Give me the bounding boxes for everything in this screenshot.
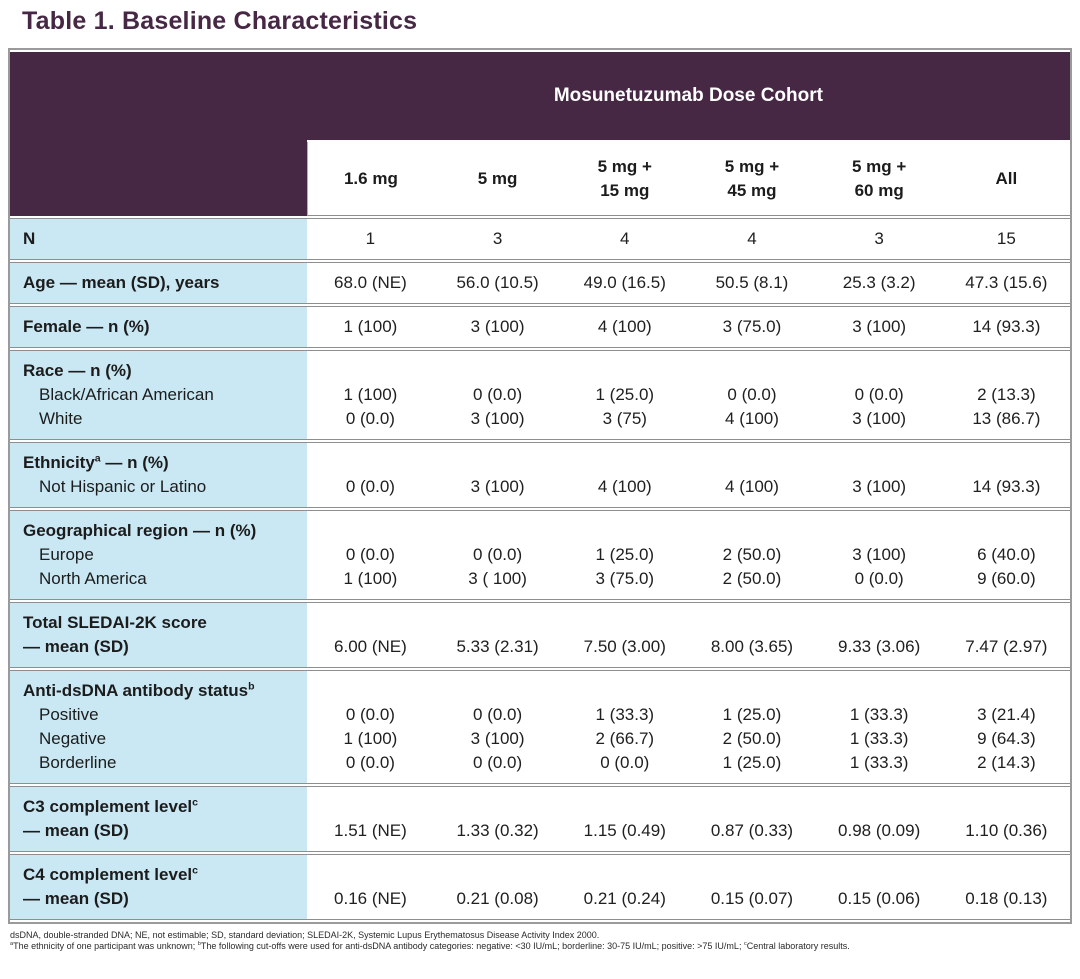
value-cell: 0 (0.0) 3 ( 100) xyxy=(434,510,562,600)
table-row: C3 complement levelc — mean (SD) 1.51 (NE)… xyxy=(10,786,1070,852)
footnotes: dsDNA, double-stranded DNA; NE, not esti… xyxy=(10,930,1080,952)
value-cell: 3 (100) xyxy=(815,442,943,508)
value-cell: 0.98 (0.09) xyxy=(815,786,943,852)
table-row: Total SLEDAI-2K score — mean (SD) 6.00 (NE… xyxy=(10,602,1070,668)
value-cell: 1 (33.3) 2 (66.7) 0 (0.0) xyxy=(561,670,689,784)
value-cell: 3 (100) xyxy=(815,306,943,348)
value-cell: 0 (0.0) 1 (100) xyxy=(306,510,434,600)
value-cell: 0 (0.0) 1 (100) 0 (0.0) xyxy=(306,670,434,784)
row-label-cell: C3 complement levelc — mean (SD) xyxy=(10,786,307,852)
baseline-characteristics-table: Mosunetuzumab Dose Cohort 1.6 mg 5 mg 5 mg… xyxy=(8,48,1072,924)
value-cell: 0 (0.0) xyxy=(306,442,434,508)
value-cell: 1 (100) xyxy=(306,306,434,348)
value-cell: 0 (0.0) 3 (100) xyxy=(434,350,562,440)
value-cell: 2 (50.0) 2 (50.0) xyxy=(688,510,816,600)
value-cell: 8.00 (3.65) xyxy=(688,602,816,668)
value-cell: 4 xyxy=(561,218,689,260)
column-header-1.6-mg: 1.6 mg xyxy=(306,142,434,216)
column-header-5-mg-15-mg: 5 mg +15 mg xyxy=(561,142,689,216)
table-row: C4 complement levelc — mean (SD) 0.16 (NE)… xyxy=(10,854,1070,920)
banner-row: Mosunetuzumab Dose Cohort xyxy=(10,52,1070,216)
value-cell: 68.0 (NE) xyxy=(306,262,434,304)
table-row: N 1 3 4 4 3 15 xyxy=(10,218,1070,260)
value-cell: 0.15 (0.07) xyxy=(688,854,816,920)
data-table: Mosunetuzumab Dose Cohort 1.6 mg 5 mg 5 mg… xyxy=(10,50,1070,922)
value-cell: 7.50 (3.00) xyxy=(561,602,689,668)
value-cell: 4 (100) xyxy=(561,442,689,508)
value-cell: 1 (100) 0 (0.0) xyxy=(306,350,434,440)
value-cell: 14 (93.3) xyxy=(942,442,1070,508)
value-cell: 0 (0.0) 3 (100) 0 (0.0) xyxy=(434,670,562,784)
value-cell: 3 (100) xyxy=(434,306,562,348)
table-header: Mosunetuzumab Dose Cohort 1.6 mg 5 mg 5 mg… xyxy=(10,52,1070,216)
column-header-5-mg: 5 mg xyxy=(434,142,562,216)
footnote-line: dsDNA, double-stranded DNA; NE, not esti… xyxy=(10,930,600,940)
table-row: Geographical region — n (%) Europe North A… xyxy=(10,510,1070,600)
value-cell: 3 (21.4) 9 (64.3) 2 (14.3) xyxy=(942,670,1070,784)
header-corner xyxy=(10,52,307,216)
value-cell: 47.3 (15.6) xyxy=(942,262,1070,304)
value-cell: 4 xyxy=(688,218,816,260)
value-cell: 0 (0.0) 3 (100) xyxy=(815,350,943,440)
value-cell: 3 (75.0) xyxy=(688,306,816,348)
column-header-all: All xyxy=(942,142,1070,216)
column-header-5-mg-45-mg: 5 mg +45 mg xyxy=(688,142,816,216)
row-label-cell: Geographical region — n (%) Europe North A… xyxy=(10,510,307,600)
value-cell: 0 (0.0) 4 (100) xyxy=(688,350,816,440)
table-row: Race — n (%) Black/African American White 1… xyxy=(10,350,1070,440)
value-cell: 9.33 (3.06) xyxy=(815,602,943,668)
table-row: Female — n (%) 1 (100) 3 (100) 4 (100) 3 (75… xyxy=(10,306,1070,348)
value-cell: 4 (100) xyxy=(561,306,689,348)
row-label-cell: Total SLEDAI-2K score — mean (SD) xyxy=(10,602,307,668)
value-cell: 3 xyxy=(434,218,562,260)
value-cell: 1 (25.0) 2 (50.0) 1 (25.0) xyxy=(688,670,816,784)
table-title: Table 1. Baseline Characteristics xyxy=(22,7,418,35)
footnote-line: aThe ethnicity of one participant was un… xyxy=(10,941,850,951)
value-cell: 5.33 (2.31) xyxy=(434,602,562,668)
value-cell: 3 xyxy=(815,218,943,260)
value-cell: 1.15 (0.49) xyxy=(561,786,689,852)
value-cell: 50.5 (8.1) xyxy=(688,262,816,304)
value-cell: 0.21 (0.08) xyxy=(434,854,562,920)
value-cell: 0.15 (0.06) xyxy=(815,854,943,920)
value-cell: 1 (25.0) 3 (75.0) xyxy=(561,510,689,600)
table-body: N 1 3 4 4 3 15 Age — mean (SD), years 68.0 (NE) 5… xyxy=(10,218,1070,920)
value-cell: 2 (13.3) 13 (86.7) xyxy=(942,350,1070,440)
value-cell: 3 (100) xyxy=(434,442,562,508)
table-row: Age — mean (SD), years 68.0 (NE) 56.0 (10.… xyxy=(10,262,1070,304)
value-cell: 14 (93.3) xyxy=(942,306,1070,348)
dose-header-row: 1.6 mg 5 mg 5 mg +15 mg 5 mg +45 mg 5 mg +60… xyxy=(10,142,1070,216)
row-label-cell: Race — n (%) Black/African American White xyxy=(10,350,307,440)
value-cell: 0.87 (0.33) xyxy=(688,786,816,852)
value-cell: 1.33 (0.32) xyxy=(434,786,562,852)
value-cell: 1.10 (0.36) xyxy=(942,786,1070,852)
value-cell: 0.21 (0.24) xyxy=(561,854,689,920)
value-cell: 1 (25.0) 3 (75) xyxy=(561,350,689,440)
value-cell: 6.00 (NE) xyxy=(306,602,434,668)
value-cell: 4 (100) xyxy=(688,442,816,508)
row-label-cell: Age — mean (SD), years xyxy=(10,262,307,304)
row-label-cell: C4 complement levelc — mean (SD) xyxy=(10,854,307,920)
row-label-cell: Anti-dsDNA antibody statusb Positive Negat… xyxy=(10,670,307,784)
value-cell: 15 xyxy=(942,218,1070,260)
row-label-cell: N xyxy=(10,218,307,260)
table-row: Anti-dsDNA antibody statusb Positive Negat… xyxy=(10,670,1070,784)
table-row: Ethnicitya — n (%) Not Hispanic or Latino… xyxy=(10,442,1070,508)
value-cell: 49.0 (16.5) xyxy=(561,262,689,304)
value-cell: 7.47 (2.97) xyxy=(942,602,1070,668)
value-cell: 25.3 (3.2) xyxy=(815,262,943,304)
page: Table 1. Baseline Characteristics Mosune… xyxy=(0,7,1080,952)
row-label-cell: Female — n (%) xyxy=(10,306,307,348)
dose-cohort-banner: Mosunetuzumab Dose Cohort xyxy=(306,52,1070,140)
value-cell: 56.0 (10.5) xyxy=(434,262,562,304)
value-cell: 1.51 (NE) xyxy=(306,786,434,852)
value-cell: 1 (33.3) 1 (33.3) 1 (33.3) xyxy=(815,670,943,784)
column-header-5-mg-60-mg: 5 mg +60 mg xyxy=(815,142,943,216)
value-cell: 6 (40.0) 9 (60.0) xyxy=(942,510,1070,600)
value-cell: 3 (100) 0 (0.0) xyxy=(815,510,943,600)
value-cell: 0.16 (NE) xyxy=(306,854,434,920)
row-label-cell: Ethnicitya — n (%) Not Hispanic or Latino xyxy=(10,442,307,508)
value-cell: 0.18 (0.13) xyxy=(942,854,1070,920)
value-cell: 1 xyxy=(306,218,434,260)
